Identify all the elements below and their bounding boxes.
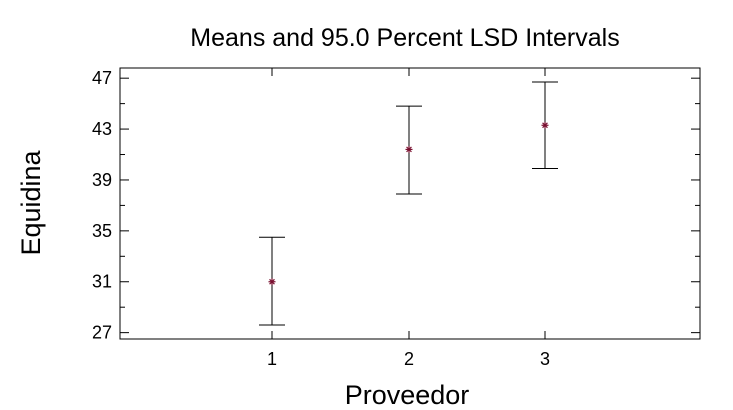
x-axis-label: Proveedor [345, 380, 470, 410]
data-marks [259, 81, 558, 326]
chart-title: Means and 95.0 Percent LSD Intervals [190, 24, 619, 52]
y-tick-label: 35 [92, 221, 112, 241]
x-tick-label: 3 [540, 349, 550, 369]
x-tick-label: 1 [267, 349, 277, 369]
y-axis-label: Equidina [16, 149, 46, 255]
y-tick-label: 47 [92, 68, 112, 88]
y-axis: 27 31 35 39 43 47 [92, 68, 700, 343]
x-axis: 1 2 3 [267, 68, 550, 369]
mean-marker [541, 121, 549, 129]
plot-area [119, 67, 701, 340]
y-tick-label: 31 [92, 272, 112, 292]
mean-marker [268, 278, 276, 286]
y-tick-label: 27 [92, 323, 112, 343]
x-tick-label: 2 [404, 349, 414, 369]
y-tick-label: 39 [92, 170, 112, 190]
y-tick-label: 43 [92, 119, 112, 139]
mean-marker [405, 145, 413, 153]
